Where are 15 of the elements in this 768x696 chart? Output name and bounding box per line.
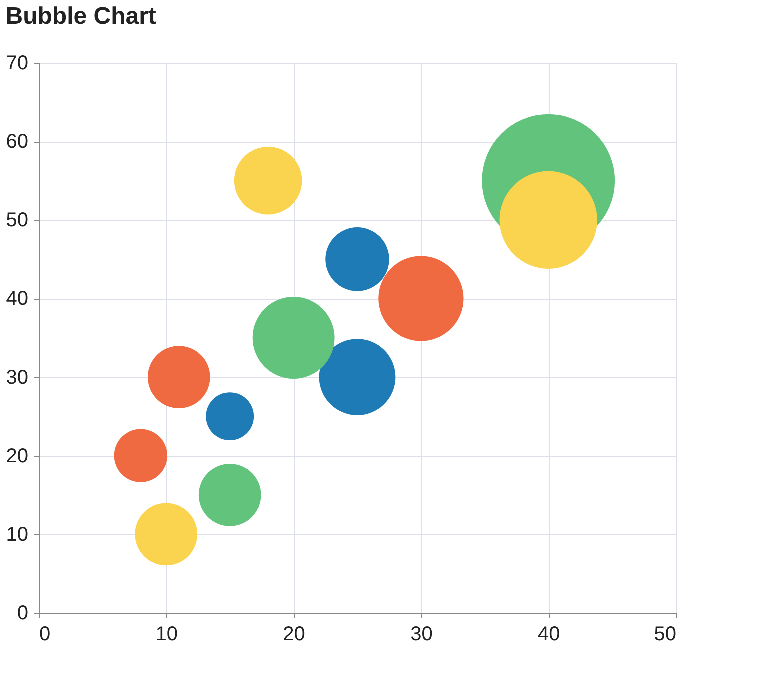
x-tick-label: 50 [654, 624, 676, 646]
x-tick-label: 30 [410, 624, 433, 646]
y-tick-label: 30 [6, 366, 28, 389]
chart-title: Bubble Chart [6, 3, 156, 30]
y-tick-label: 0 [17, 602, 28, 624]
x-tick-label: 10 [156, 624, 178, 646]
x-tick-label: 20 [283, 624, 306, 646]
y-tick-label: 50 [6, 210, 28, 232]
x-tick-label: 40 [538, 624, 560, 646]
x-tick-label: 0 [40, 624, 51, 646]
y-tick-label: 10 [6, 524, 28, 546]
y-tick-label: 70 [6, 52, 28, 74]
y-tick-label: 20 [6, 445, 28, 468]
y-tick-label: 60 [6, 131, 28, 154]
y-tick-label: 40 [6, 288, 28, 310]
